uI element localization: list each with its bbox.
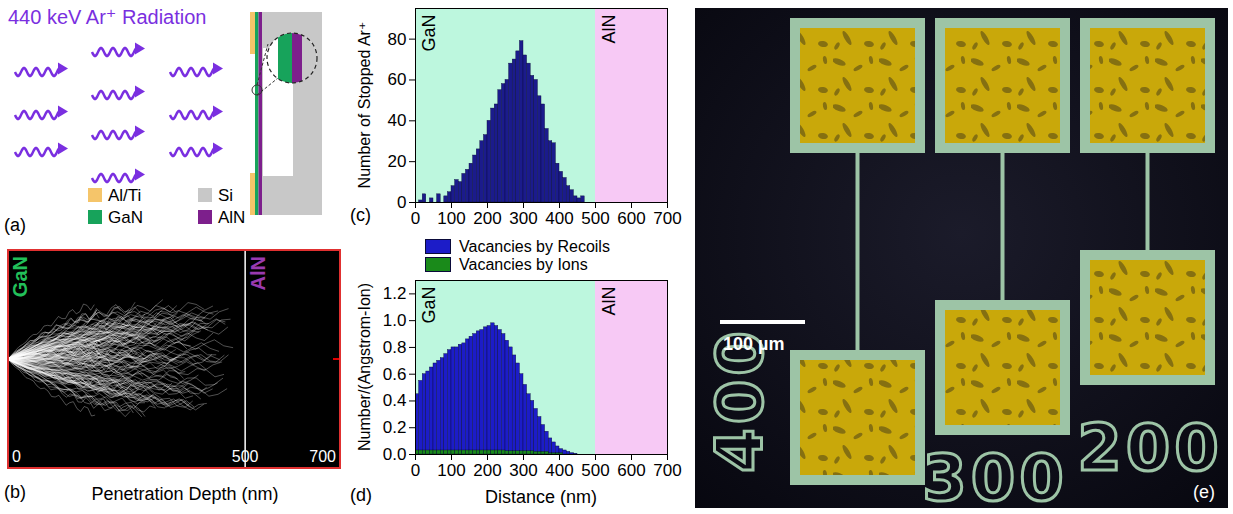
svg-text:Al/Ti: Al/Ti — [108, 186, 141, 205]
svg-text:0: 0 — [411, 461, 420, 480]
html-text:Vacancies by Ions: Vacancies by Ions — [459, 255, 588, 273]
svg-text:Si: Si — [218, 186, 233, 205]
svg-text:(e): (e) — [1193, 482, 1215, 502]
svg-text:AlN: AlN — [247, 256, 269, 290]
svg-text:0.0: 0.0 — [383, 445, 407, 464]
svg-text:0.2: 0.2 — [383, 418, 407, 437]
svg-text:GaN: GaN — [108, 208, 143, 227]
html-text:Vacancies by Recoils: Vacancies by Recoils — [459, 237, 610, 255]
svg-text:GaN: GaN — [9, 256, 31, 297]
html-text:(c): (c) — [350, 205, 371, 225]
svg-text:0: 0 — [397, 193, 406, 212]
svg-text:Penetration Depth (nm): Penetration Depth (nm) — [91, 484, 278, 504]
svg-text:0.4: 0.4 — [383, 391, 407, 410]
svg-text:GaN: GaN — [419, 15, 439, 52]
svg-text:60: 60 — [388, 70, 407, 89]
svg-text:AlN: AlN — [599, 15, 619, 44]
svg-text:0.8: 0.8 — [383, 338, 407, 357]
svg-text:(a): (a) — [4, 215, 26, 235]
svg-text:80: 80 — [388, 30, 407, 49]
svg-text:AlN: AlN — [218, 208, 245, 227]
svg-text:100: 100 — [437, 209, 465, 228]
html-text:(d): (d) — [350, 485, 372, 505]
svg-text:0: 0 — [12, 448, 21, 465]
svg-text:300: 300 — [509, 461, 537, 480]
svg-text:400: 400 — [703, 327, 777, 473]
svg-text:500: 500 — [232, 448, 259, 465]
svg-text:400: 400 — [545, 461, 573, 480]
html-text:Distance (nm): Distance (nm) — [485, 487, 597, 507]
svg-text:300: 300 — [509, 209, 537, 228]
svg-text:20: 20 — [388, 152, 407, 171]
svg-text:200: 200 — [473, 461, 501, 480]
svg-text:400: 400 — [545, 209, 573, 228]
svg-text:300: 300 — [922, 441, 1068, 514]
svg-text:200: 200 — [473, 209, 501, 228]
svg-text:1.2: 1.2 — [383, 284, 407, 303]
svg-text:440 keV Ar⁺ Radiation: 440 keV Ar⁺ Radiation — [8, 6, 206, 28]
svg-text:600: 600 — [617, 461, 645, 480]
svg-text:700: 700 — [653, 209, 681, 228]
svg-text:0.6: 0.6 — [383, 365, 407, 384]
svg-text:(b): (b) — [4, 482, 26, 502]
svg-text:40: 40 — [388, 111, 407, 130]
svg-text:700: 700 — [309, 448, 336, 465]
svg-text:600: 600 — [617, 209, 645, 228]
svg-text:100 µm: 100 µm — [723, 334, 784, 354]
svg-text:700: 700 — [653, 461, 681, 480]
svg-text:GaN: GaN — [419, 287, 439, 324]
svg-text:100: 100 — [437, 461, 465, 480]
svg-text:500: 500 — [581, 461, 609, 480]
html-text:Number of Stopped Ar⁺: Number of Stopped Ar⁺ — [356, 21, 373, 189]
svg-text:0: 0 — [411, 209, 420, 228]
svg-text:AlN: AlN — [599, 287, 619, 316]
svg-text:200: 200 — [1077, 411, 1223, 485]
svg-text:500: 500 — [581, 209, 609, 228]
html-text:Number/(Angstrom-Ion): Number/(Angstrom-Ion) — [356, 283, 373, 451]
svg-text:1.0: 1.0 — [383, 311, 407, 330]
